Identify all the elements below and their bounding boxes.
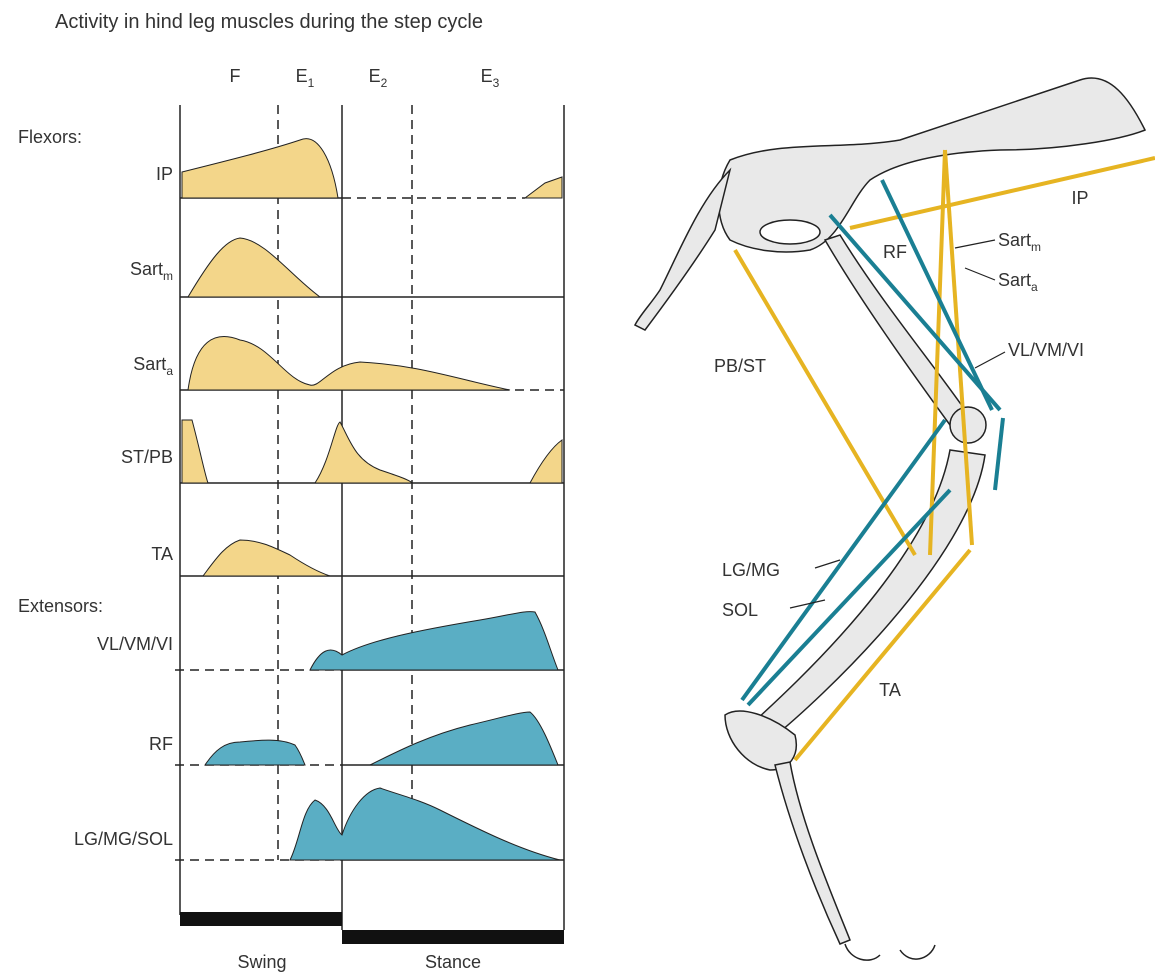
anatomy-label-text: Sart: [998, 270, 1031, 290]
phase-label: E1: [296, 66, 315, 90]
swing-bar: [180, 912, 342, 926]
muscle-label-text: IP: [156, 164, 173, 184]
activity-envelopes: [181, 138, 563, 861]
anatomy-label-subscript: a: [1031, 280, 1038, 294]
anatomy-label-text: LG/MG: [722, 560, 780, 580]
phase-label-subscript: 3: [493, 76, 500, 90]
stance-bar: [342, 930, 564, 944]
cycle-label: Swing: [237, 952, 286, 972]
leader-lines: [789, 239, 1006, 609]
muscle-label: VL/VM/VI: [97, 634, 173, 654]
phase-label-text: E: [369, 66, 381, 86]
anatomy-label: RF: [883, 242, 907, 262]
muscle-label-text: VL/VM/VI: [97, 634, 173, 654]
phase-label-text: E: [481, 66, 493, 86]
phase-label-subscript: 1: [308, 76, 315, 90]
muscle-label-text: Sart: [130, 259, 163, 279]
anatomy-label: TA: [879, 680, 901, 700]
panel-frame: [179, 105, 565, 930]
anatomy-label: LG/MG: [722, 560, 780, 580]
anatomy-label-text: Sart: [998, 230, 1031, 250]
anatomy-label-text: TA: [879, 680, 901, 700]
muscle-label: TA: [151, 544, 173, 564]
muscle-lines: [733, 149, 1155, 762]
anatomy-label-subscript: m: [1031, 240, 1041, 254]
title: Activity in hind leg muscles during the …: [55, 11, 483, 33]
phase-label: E3: [481, 66, 500, 90]
phase-label-text: F: [230, 66, 241, 86]
muscle-label: LG/MG/SOL: [74, 829, 173, 849]
muscle-label: RF: [149, 734, 173, 754]
anatomy-label-text: PB/ST: [714, 356, 766, 376]
anatomy-label: VL/VM/VI: [1008, 340, 1084, 360]
muscle-label-subscript: a: [166, 364, 173, 378]
muscle-label-text: Sart: [133, 354, 166, 374]
anatomy-label: SOL: [722, 600, 758, 620]
phase-label-text: E: [296, 66, 308, 86]
muscle-label: ST/PB: [121, 447, 173, 467]
muscle-label: Sarta: [133, 354, 173, 378]
anatomy-label-text: SOL: [722, 600, 758, 620]
muscle-label: Sartm: [130, 259, 173, 283]
muscle-label-subscript: m: [163, 269, 173, 283]
skeleton: [633, 77, 1147, 961]
muscle-label: IP: [156, 164, 173, 184]
muscle-label-text: RF: [149, 734, 173, 754]
phase-label: F: [230, 66, 241, 86]
muscle-label-text: TA: [151, 544, 173, 564]
anatomy-label-text: VL/VM/VI: [1008, 340, 1084, 360]
labels: F E1 E2 E3Flexors:IPSartmSartaST/PBTAExtens…: [18, 66, 1089, 972]
muscle-label-text: LG/MG/SOL: [74, 829, 173, 849]
anatomy-label: IP: [1071, 188, 1088, 208]
anatomy-label: Sarta: [998, 270, 1038, 294]
anatomy-label-text: RF: [883, 242, 907, 262]
phase-label: E2: [369, 66, 388, 90]
muscle-label-text: ST/PB: [121, 447, 173, 467]
group-label: Extensors:: [18, 596, 103, 616]
cycle-label: Stance: [425, 952, 481, 972]
phase-label-subscript: 2: [381, 76, 388, 90]
anatomy-label: Sartm: [998, 230, 1041, 254]
anatomy-label: PB/ST: [714, 356, 766, 376]
group-label: Flexors:: [18, 127, 82, 147]
anatomy-label-text: IP: [1071, 188, 1088, 208]
